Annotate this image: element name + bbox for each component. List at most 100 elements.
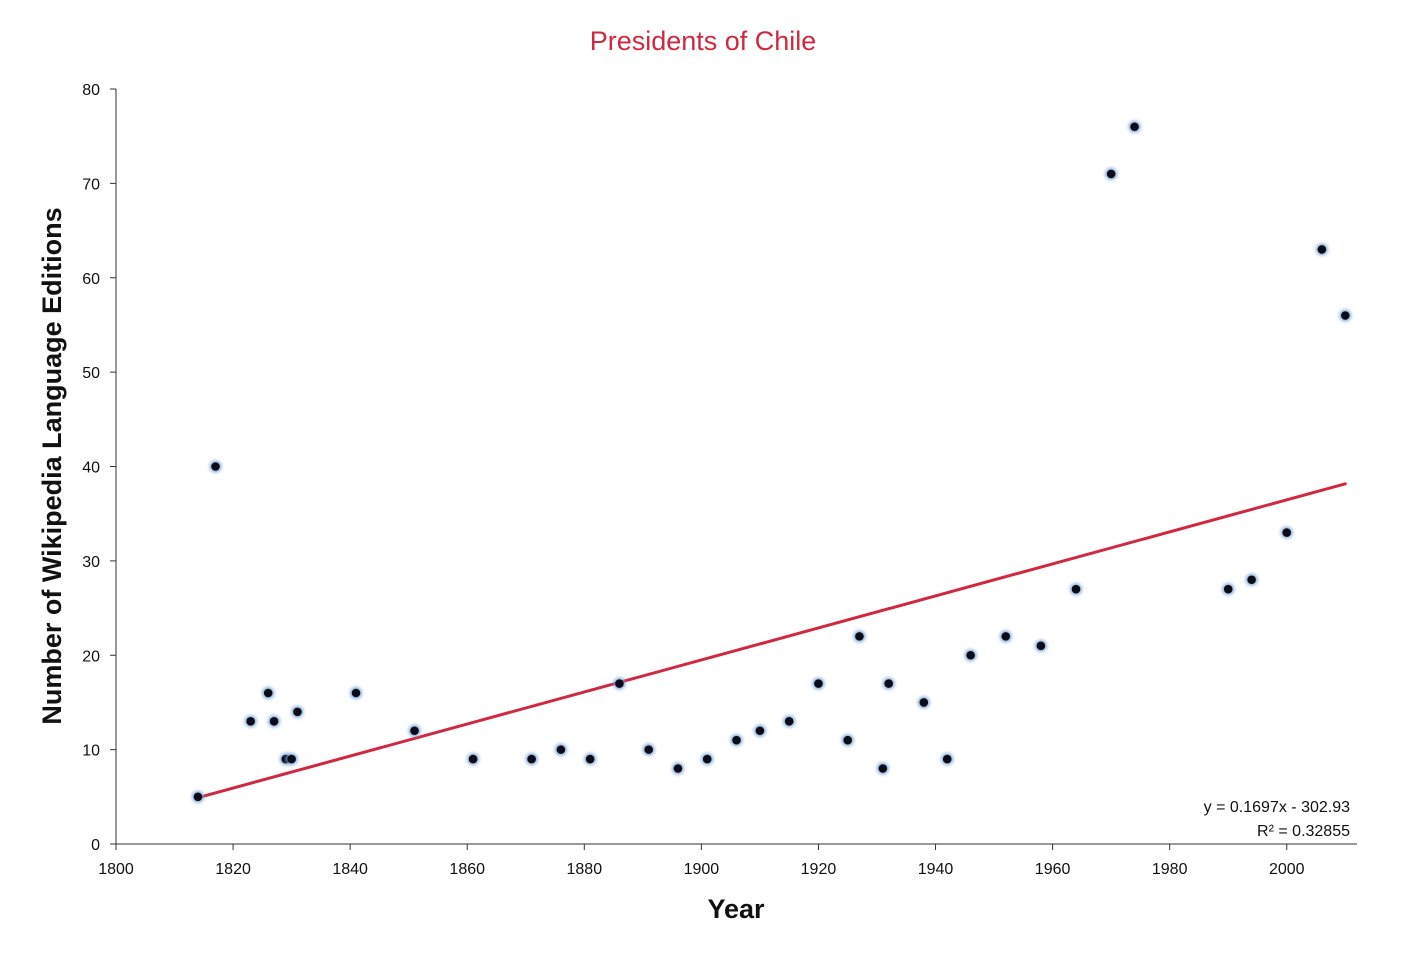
data-point (291, 705, 304, 718)
data-point (917, 696, 930, 709)
x-tick-label: 1820 (215, 861, 251, 878)
data-point (783, 715, 796, 728)
data-point (262, 687, 275, 699)
data-point-marker (878, 764, 888, 773)
data-point-marker (556, 745, 566, 754)
data-point-marker (193, 792, 203, 802)
data-point (1280, 526, 1293, 539)
data-point-marker (527, 754, 536, 764)
y-tick-label: 0 (91, 837, 100, 854)
data-point (285, 753, 298, 766)
data-point-marker (1223, 584, 1233, 594)
data-point (554, 743, 567, 756)
x-tick-label: 1800 (98, 861, 134, 878)
data-point (191, 790, 204, 803)
data-point-marker (410, 726, 419, 736)
data-point (812, 677, 825, 690)
data-point (730, 734, 743, 747)
data-point (876, 762, 889, 775)
data-point-marker (211, 462, 220, 471)
data-point (853, 630, 866, 643)
data-point-marker (1130, 122, 1139, 132)
data-point (350, 687, 363, 699)
data-point (753, 724, 766, 737)
data-point-marker (755, 726, 765, 736)
data-point (1034, 639, 1047, 652)
x-tick-label: 1960 (1035, 861, 1071, 878)
data-point (964, 649, 977, 662)
data-point-marker (966, 650, 975, 660)
data-point (1315, 243, 1328, 256)
data-point (1339, 309, 1352, 322)
data-point-marker (1106, 169, 1116, 179)
data-point-marker (942, 754, 952, 764)
data-point (209, 460, 222, 473)
y-axis-title: Number of Wikipedia Language Editions (37, 207, 67, 724)
trendline-r-squared: R² = 0.32855 (1257, 823, 1350, 840)
x-tick-label: 1940 (918, 861, 954, 878)
data-point-marker (784, 717, 794, 726)
data-point-marker (732, 735, 741, 745)
data-point-marker (1036, 641, 1046, 651)
x-tick-label: 1920 (801, 861, 837, 878)
data-point (268, 715, 281, 728)
data-point-marker (615, 679, 624, 688)
data-point-marker (1001, 632, 1011, 641)
y-tick-label: 10 (82, 743, 100, 760)
data-point-marker (673, 764, 683, 773)
data-point (642, 743, 655, 756)
x-tick-label: 1980 (1152, 861, 1188, 878)
data-point (1105, 167, 1118, 180)
data-point (941, 753, 954, 766)
x-tick-label: 1860 (449, 861, 485, 878)
axes: 1800 1820 1840 1860 1880 1900 1920 1940 1960 1980… (82, 82, 1357, 878)
trendline-layer (196, 482, 1347, 800)
y-tick-label: 30 (82, 554, 100, 571)
trendline (196, 482, 1347, 800)
data-point-marker (246, 717, 255, 726)
data-point (1070, 583, 1083, 596)
data-point-marker (644, 745, 653, 754)
data-point (244, 715, 257, 728)
x-tick-label: 1880 (567, 861, 603, 878)
data-point-marker (468, 754, 478, 764)
x-axis-title: Year (707, 894, 765, 924)
data-point-marker (843, 735, 853, 745)
data-point (999, 630, 1012, 643)
data-point (1245, 573, 1258, 586)
x-tick-label: 1900 (684, 861, 720, 878)
data-point (1222, 583, 1235, 596)
data-point (467, 753, 480, 766)
x-tick-label: 1840 (332, 861, 368, 878)
data-point-marker (919, 698, 929, 707)
data-point-marker (1247, 575, 1256, 585)
data-point-marker (585, 754, 595, 764)
data-point-marker (263, 688, 273, 698)
data-point-marker (855, 632, 864, 641)
data-point (1128, 120, 1141, 133)
x-tick-label: 2000 (1269, 861, 1305, 878)
data-point (613, 677, 626, 690)
data-point-marker (1340, 311, 1350, 320)
data-point-marker (1317, 245, 1327, 254)
data-point-marker (884, 679, 893, 688)
data-point-marker (269, 717, 279, 726)
y-tick-label: 80 (82, 82, 100, 99)
data-point-marker (287, 754, 296, 764)
data-points (191, 120, 1352, 803)
data-point (408, 724, 421, 737)
y-tick-label: 50 (82, 365, 100, 382)
y-tick-label: 70 (82, 176, 100, 193)
data-point (882, 677, 895, 690)
data-point-marker (702, 754, 712, 764)
data-point-marker (293, 707, 302, 717)
data-point (671, 762, 684, 775)
data-point-marker (1071, 584, 1081, 594)
data-point (701, 753, 714, 766)
y-tick-label: 40 (82, 460, 100, 477)
data-point-marker (814, 679, 823, 688)
data-point (584, 753, 597, 766)
trendline-equation: y = 0.1697x - 302.93 (1204, 799, 1350, 816)
data-point (841, 734, 854, 747)
